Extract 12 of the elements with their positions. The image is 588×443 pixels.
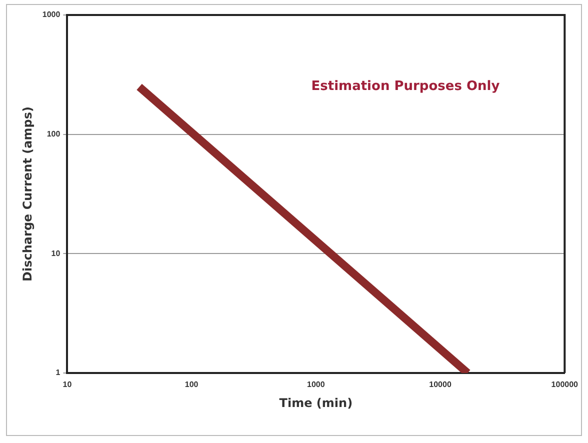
y-tick-label: 10 [51, 248, 61, 258]
x-axis-title: Time (min) [279, 396, 353, 410]
y-axis-title: Discharge Current (amps) [20, 106, 34, 282]
x-tick-label: 1000 [307, 380, 326, 390]
x-tick-label: 10000 [429, 380, 452, 390]
x-tick-label: 10 [62, 380, 72, 390]
annotation: Estimation Purposes Only [311, 78, 500, 94]
y-tick-label: 1000 [42, 10, 61, 20]
x-tick-label: 100 [184, 380, 199, 390]
x-tick-label: 100000 [551, 380, 579, 390]
y-tick-label: 1 [56, 368, 61, 378]
y-tick-label: 100 [46, 130, 61, 139]
